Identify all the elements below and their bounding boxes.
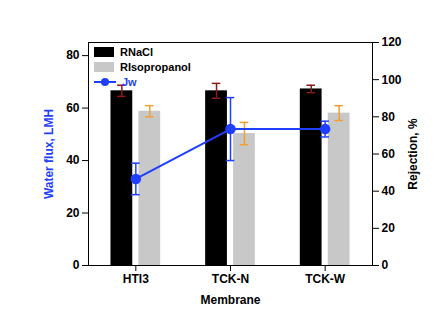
html-text:RNaCl: RNaCl (120, 45, 153, 58)
svg-text:100: 100 (382, 73, 402, 87)
svg-text:80: 80 (66, 48, 80, 62)
svg-text:TCK-N: TCK-N (212, 272, 249, 286)
svg-text:0: 0 (382, 258, 389, 272)
svg-text:Membrane: Membrane (200, 293, 260, 307)
svg-text:0: 0 (73, 258, 80, 272)
svg-text:60: 60 (382, 147, 396, 161)
html-text:RIsopropanol: RIsopropanol (120, 60, 191, 73)
svg-text:TCK-W: TCK-W (305, 272, 346, 286)
svg-text:120: 120 (382, 35, 402, 49)
svg-text:80: 80 (382, 110, 396, 124)
svg-text:60: 60 (66, 101, 80, 115)
html-text:Jw: Jw (122, 75, 137, 88)
svg-text:40: 40 (382, 184, 396, 198)
svg-text:Rejection, %: Rejection, % (406, 118, 420, 190)
svg-text:Water flux, LMH: Water flux, LMH (42, 109, 56, 199)
svg-text:HTI3: HTI3 (123, 272, 149, 286)
svg-text:40: 40 (66, 153, 80, 167)
svg-text:20: 20 (66, 206, 80, 220)
svg-text:20: 20 (382, 221, 396, 235)
